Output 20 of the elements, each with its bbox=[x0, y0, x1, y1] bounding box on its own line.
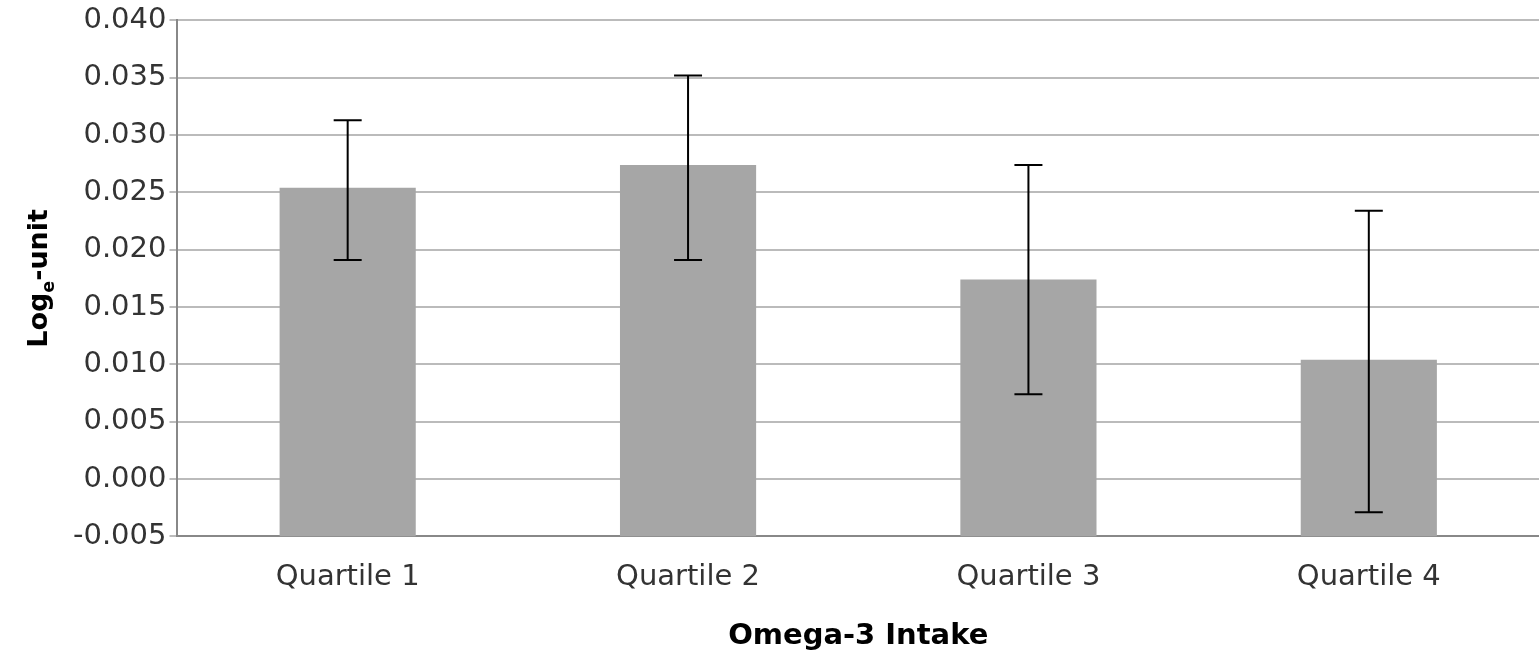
bar bbox=[1300, 359, 1437, 537]
y-tick-label: 0.035 bbox=[83, 58, 167, 93]
y-tick-label: 0.030 bbox=[83, 115, 167, 150]
y-tick-label: 0.000 bbox=[83, 459, 167, 494]
y-tick-label: 0.015 bbox=[83, 287, 167, 322]
x-tick-label: Quartile 1 bbox=[275, 558, 420, 593]
y-tick-label: 0.010 bbox=[83, 344, 167, 379]
bar bbox=[960, 279, 1097, 537]
x-axis-title: Omega-3 Intake bbox=[728, 617, 989, 652]
x-tick-label: Quartile 3 bbox=[956, 558, 1101, 593]
y-tick-label: 0.020 bbox=[83, 230, 167, 265]
bar bbox=[279, 187, 416, 537]
y-tick-label: 0.005 bbox=[83, 402, 167, 437]
y-tick-label: -0.005 bbox=[72, 516, 167, 551]
x-tick-label: Quartile 4 bbox=[1296, 558, 1441, 593]
y-tick-label: 0.040 bbox=[83, 0, 167, 35]
x-tick-label: Quartile 2 bbox=[616, 558, 761, 593]
y-axis-title: Loge-unit bbox=[22, 208, 58, 348]
bar bbox=[619, 164, 757, 537]
y-tick-label: 0.025 bbox=[83, 172, 167, 207]
